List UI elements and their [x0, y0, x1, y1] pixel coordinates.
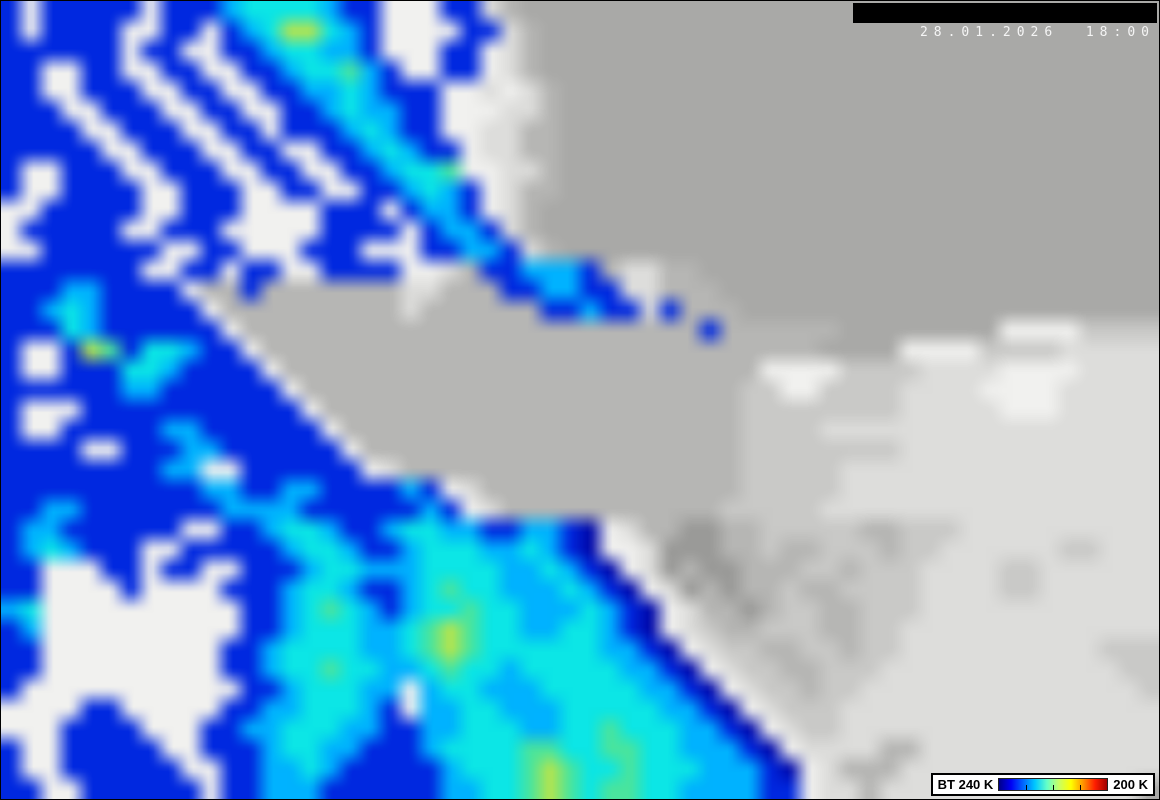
- timestamp-text: 28.01.2026 18:00: [919, 25, 1155, 40]
- colorbar-tick: [1080, 785, 1082, 790]
- colorbar-tick: [1053, 785, 1055, 790]
- timestamp-overlay: 28.01.2026 18:00: [852, 3, 1157, 40]
- colorbar-tick: [1026, 785, 1028, 790]
- legend-left-label: BT 240 K: [937, 777, 994, 792]
- colorbar-gradient: [998, 778, 1109, 791]
- colorbar-legend: BT 240 K 200 K: [930, 773, 1155, 796]
- legend-right-label: 200 K: [1113, 777, 1148, 792]
